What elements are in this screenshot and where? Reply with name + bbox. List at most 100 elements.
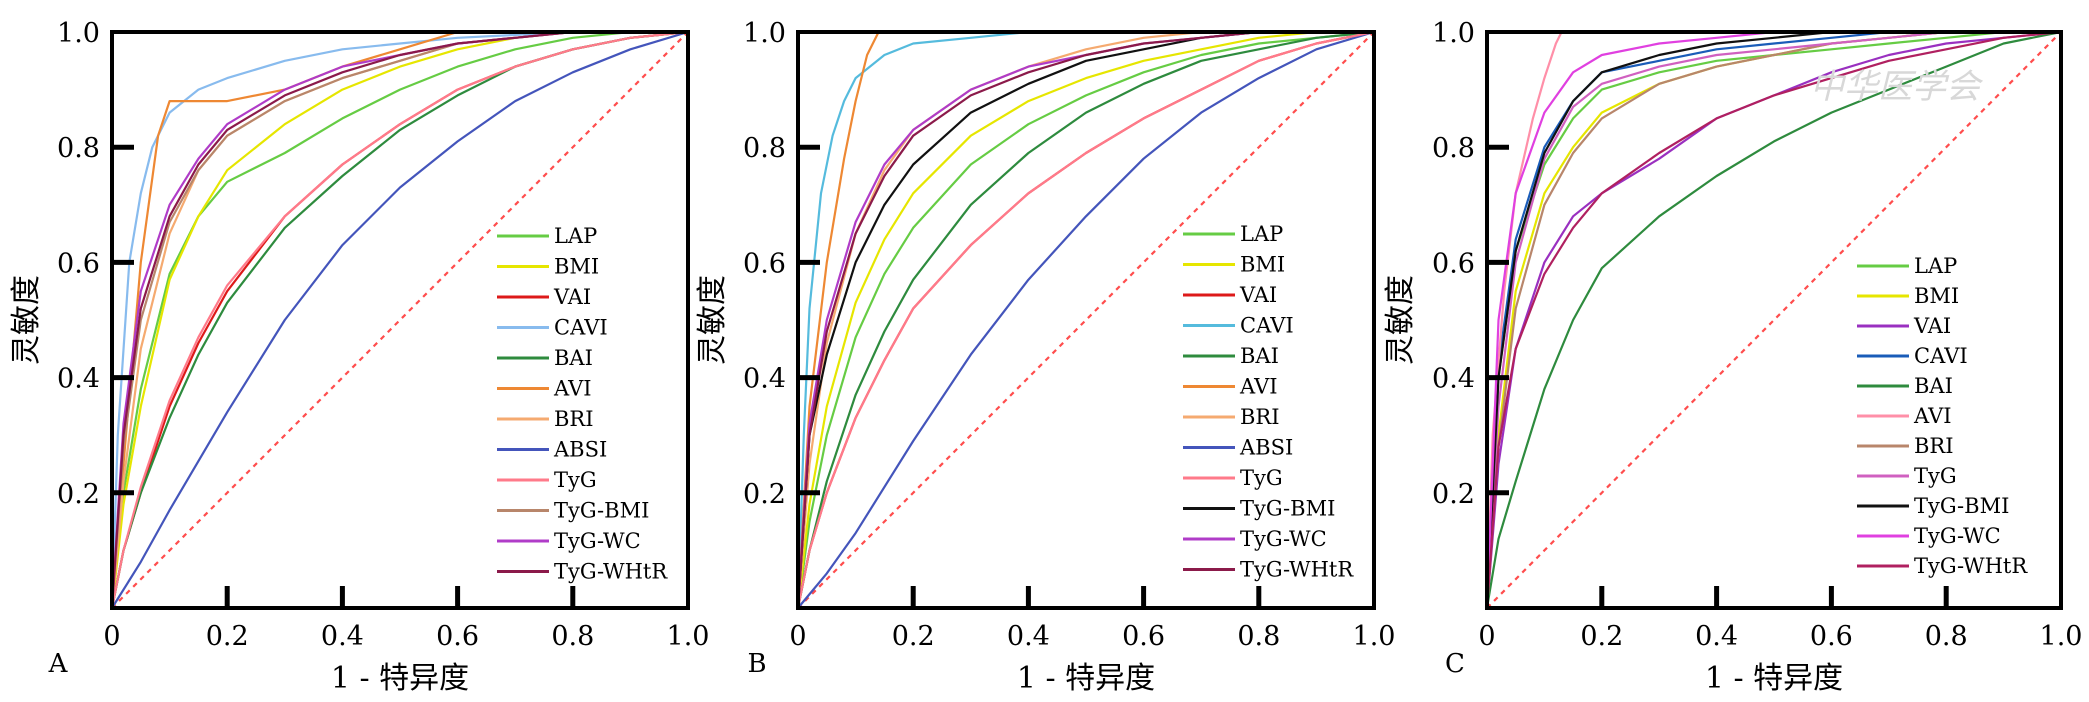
legend-label: ABSI	[553, 438, 607, 462]
x-tick-label: 0.2	[892, 621, 935, 652]
legend-label: TyG	[1240, 466, 1283, 490]
roc-curve-absi	[111, 30, 689, 609]
y-axis-title: 灵敏度	[9, 275, 44, 365]
legend-label: LAP	[554, 224, 597, 248]
legend-label: TyG-WHtR	[1240, 558, 1354, 582]
roc-panel-a: 0 0.2 0.4 0.6 0.8 1.0 0.2 0.4 0.6 0.8 1.0 1 - 特异度 灵敏…	[9, 18, 709, 696]
x-tick-label: 0.4	[321, 621, 364, 652]
roc-curve-lap	[796, 30, 1375, 609]
x-tick-label: 0	[789, 621, 806, 652]
panel-letter: A	[48, 649, 69, 679]
x-tick-label: 1.0	[667, 621, 710, 652]
panel-letter: C	[1445, 649, 1465, 679]
roc-panel-b: 0 0.2 0.4 0.6 0.8 1.0 0.2 0.4 0.6 0.8 1.0 1 - 特异度 灵敏…	[695, 18, 1395, 696]
legend-label: CAVI	[1914, 344, 1968, 368]
x-tick-label: 0.4	[1007, 621, 1050, 652]
legend-label: VAI	[553, 285, 591, 309]
roc-curve-tyg	[796, 30, 1375, 609]
x-tick-label: 0.6	[1810, 621, 1853, 652]
legend-label: BAI	[1240, 344, 1279, 368]
x-tick-label: 0	[103, 621, 120, 652]
roc-curve-tyg	[110, 30, 689, 609]
watermark-text: 中华医学会	[1810, 67, 1984, 107]
y-axis-title: 灵敏度	[1383, 275, 1418, 365]
legend-label: TyG-BMI	[1914, 494, 2009, 518]
y-axis-title: 灵敏度	[695, 275, 730, 365]
x-tick-label: 0	[1478, 621, 1495, 652]
roc-curve-lap	[110, 30, 688, 609]
y-tick-label: 0.2	[1432, 479, 1475, 510]
legend-label: BAI	[554, 346, 593, 370]
y-tick-label: 0.8	[57, 133, 100, 164]
y-tick-label: 0.8	[1432, 133, 1475, 164]
y-tick-label: 1.0	[1432, 18, 1475, 49]
legend: LAP BMI VAI CAVI BAI AVI BRI ABSI TyG TyG-BMI TyG-…	[1183, 222, 1354, 582]
y-tick-label: 0.8	[743, 133, 786, 164]
legend-label: LAP	[1914, 254, 1957, 278]
legend-label: TyG-WHtR	[554, 560, 668, 584]
x-tick-label: 0.6	[1122, 621, 1165, 652]
y-tick-label: 0.4	[743, 364, 786, 395]
y-tick-label: 0.6	[57, 248, 100, 279]
legend-label: AVI	[1913, 404, 1952, 428]
y-tick-label: 0.2	[57, 479, 100, 510]
y-tick-label: 0.6	[743, 248, 786, 279]
y-tick-label: 0.6	[1432, 248, 1475, 279]
legend-label: TyG-WC	[1914, 524, 2001, 548]
x-tick-label: 0.2	[206, 621, 249, 652]
legend-label: TyG-WC	[1240, 527, 1327, 551]
x-tick-label: 1.0	[1353, 621, 1396, 652]
x-tick-label: 0.6	[436, 621, 479, 652]
plot-frame	[796, 30, 1376, 610]
x-axis-title: 1 - 特异度	[331, 661, 469, 696]
legend-label: BAI	[1914, 374, 1953, 398]
legend-label: CAVI	[1240, 314, 1294, 338]
plot-frame	[110, 30, 690, 610]
y-tick-label: 1.0	[743, 18, 786, 49]
legend-label: ABSI	[1239, 436, 1293, 460]
legend-label: BMI	[1240, 253, 1285, 277]
x-tick-label: 0.4	[1695, 621, 1738, 652]
x-tick-label: 0.8	[1237, 621, 1280, 652]
legend-label: CAVI	[554, 316, 608, 340]
x-tick-label: 0.2	[1580, 621, 1623, 652]
legend-label: AVI	[553, 377, 592, 401]
roc-panel-c: 0 0.2 0.4 0.6 0.8 1.0 0.2 0.4 0.6 0.8 1.0 1 - 特异度 灵敏…	[1383, 18, 2082, 696]
legend-label: LAP	[1240, 222, 1283, 246]
roc-curve-bai	[796, 30, 1375, 609]
legend-label: TyG	[1914, 464, 1957, 488]
roc-curve-bmi	[796, 30, 1374, 609]
roc-curve-cavi	[110, 30, 688, 609]
panel-letter: B	[747, 649, 766, 679]
x-axis-title: 1 - 特异度	[1705, 661, 1843, 696]
plot-frame	[1485, 30, 2063, 610]
legend: LAP BMI VAI CAVI BAI AVI BRI ABSI TyG TyG-BMI TyG-…	[497, 224, 668, 584]
legend-label: BMI	[554, 255, 599, 279]
roc-curve-bai	[1485, 30, 2062, 609]
y-tick-label: 1.0	[57, 18, 100, 49]
legend-label: VAI	[1913, 314, 1951, 338]
roc-curve-absi	[797, 30, 1375, 609]
legend-label: BRI	[1914, 434, 1954, 458]
legend-label: BRI	[1240, 405, 1280, 429]
legend-label: AVI	[1239, 375, 1278, 399]
legend-label: TyG-WHtR	[1914, 554, 2028, 578]
legend-label: TyG	[554, 468, 597, 492]
legend-label: BRI	[554, 407, 594, 431]
x-tick-label: 0.8	[551, 621, 594, 652]
legend-label: BMI	[1914, 284, 1959, 308]
x-tick-label: 0.8	[1925, 621, 1968, 652]
y-tick-label: 0.2	[743, 479, 786, 510]
x-tick-label: 1.0	[2040, 621, 2083, 652]
roc-curve-tyg-whtr	[1485, 30, 2062, 609]
legend-label: VAI	[1239, 283, 1277, 307]
y-tick-label: 0.4	[57, 364, 100, 395]
legend-label: TyG-WC	[554, 529, 641, 553]
y-tick-label: 0.4	[1432, 364, 1475, 395]
legend: LAP BMI VAI CAVI BAI AVI BRI TyG TyG-BMI TyG-WC Ty…	[1857, 254, 2028, 578]
legend-label: TyG-BMI	[1240, 497, 1335, 521]
x-axis-title: 1 - 特异度	[1017, 661, 1155, 696]
legend-label: TyG-BMI	[554, 499, 649, 523]
